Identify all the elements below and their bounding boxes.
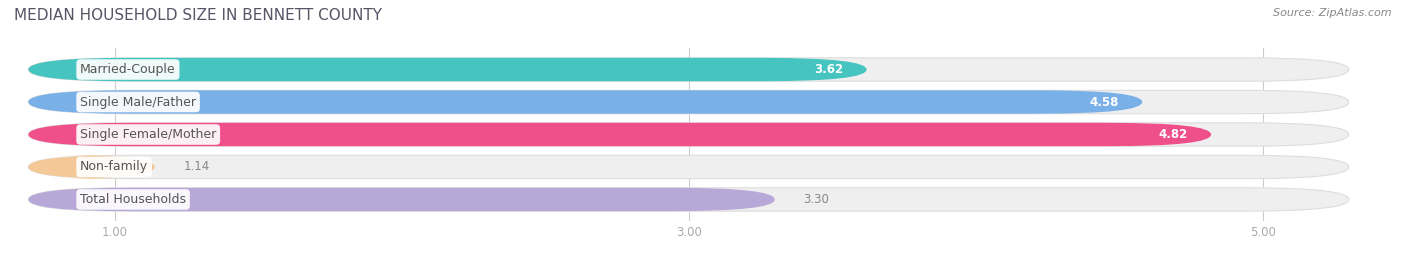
Text: MEDIAN HOUSEHOLD SIZE IN BENNETT COUNTY: MEDIAN HOUSEHOLD SIZE IN BENNETT COUNTY: [14, 8, 382, 23]
Text: Single Male/Father: Single Male/Father: [80, 95, 195, 108]
Text: 1.14: 1.14: [183, 161, 209, 174]
FancyBboxPatch shape: [28, 123, 1211, 146]
Text: 3.30: 3.30: [803, 193, 830, 206]
Text: Non-family: Non-family: [80, 161, 148, 174]
FancyBboxPatch shape: [28, 90, 1348, 114]
FancyBboxPatch shape: [28, 188, 1348, 211]
Text: 4.82: 4.82: [1159, 128, 1188, 141]
FancyBboxPatch shape: [28, 155, 1348, 179]
FancyBboxPatch shape: [28, 123, 1348, 146]
Text: Single Female/Mother: Single Female/Mother: [80, 128, 217, 141]
Text: 4.58: 4.58: [1090, 95, 1119, 108]
FancyBboxPatch shape: [28, 58, 1348, 81]
FancyBboxPatch shape: [28, 90, 1142, 114]
Text: 3.62: 3.62: [814, 63, 844, 76]
FancyBboxPatch shape: [28, 58, 866, 81]
Text: Total Households: Total Households: [80, 193, 186, 206]
FancyBboxPatch shape: [28, 188, 775, 211]
FancyBboxPatch shape: [28, 155, 155, 179]
Text: Married-Couple: Married-Couple: [80, 63, 176, 76]
Text: Source: ZipAtlas.com: Source: ZipAtlas.com: [1274, 8, 1392, 18]
